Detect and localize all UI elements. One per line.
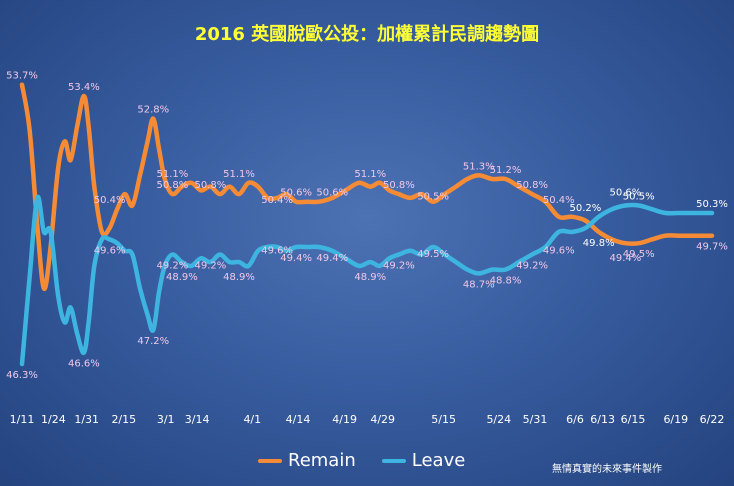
- data-label: 51.3%: [463, 161, 495, 172]
- x-tick-label: 5/24: [486, 413, 511, 426]
- data-label: 49.6%: [543, 245, 575, 256]
- data-label: 48.8%: [490, 276, 522, 287]
- data-label: 53.7%: [6, 71, 38, 82]
- x-tick-label: 3/1: [157, 413, 175, 426]
- data-label: 50.8%: [157, 180, 189, 191]
- data-label: 49.4%: [280, 253, 312, 264]
- data-label: 47.2%: [137, 336, 169, 347]
- x-tick-label: 2/15: [111, 413, 136, 426]
- data-label: 51.1%: [354, 169, 386, 180]
- x-tick-label: 4/1: [243, 413, 261, 426]
- data-label: 50.4%: [94, 195, 126, 206]
- data-label: 49.8%: [583, 238, 615, 249]
- data-label: 50.6%: [610, 188, 642, 199]
- data-label: 52.8%: [137, 105, 169, 116]
- data-label: 49.5%: [623, 249, 655, 260]
- legend-swatch-remain: [258, 458, 282, 463]
- data-label: 51.1%: [223, 169, 255, 180]
- data-label: 48.9%: [223, 272, 255, 283]
- x-tick-label: 4/29: [370, 413, 395, 426]
- data-label: 50.3%: [696, 199, 728, 210]
- x-tick-label: 6/22: [700, 413, 725, 426]
- x-tick-label: 3/14: [185, 413, 210, 426]
- data-label: 49.6%: [261, 245, 293, 256]
- data-label: 46.3%: [6, 370, 38, 381]
- x-tick-label: 1/11: [10, 413, 35, 426]
- data-label: 50.4%: [261, 195, 293, 206]
- legend-swatch-leave: [381, 458, 406, 463]
- data-label: 46.6%: [68, 359, 100, 370]
- data-label: 49.2%: [516, 261, 548, 272]
- x-tick-label: 5/15: [431, 413, 456, 426]
- x-tick-label: 6/13: [590, 413, 615, 426]
- x-tick-label: 5/31: [523, 413, 548, 426]
- data-label: 49.4%: [610, 253, 642, 264]
- legend-item-leave: Leave: [381, 450, 466, 471]
- data-label: 48.9%: [354, 272, 386, 283]
- series-line-remain: [19, 82, 715, 291]
- data-label: 53.4%: [68, 82, 100, 93]
- x-tick-label: 4/14: [286, 413, 311, 426]
- data-label: 49.2%: [195, 261, 227, 272]
- data-label: 50.5%: [623, 192, 655, 203]
- data-label: 50.4%: [543, 195, 575, 206]
- data-label: 50.2%: [570, 203, 602, 214]
- data-label: 49.5%: [417, 249, 449, 260]
- data-label: 48.7%: [463, 279, 495, 290]
- x-tick-label: 6/15: [621, 413, 646, 426]
- credit-text: 無情真實的未來事件製作: [552, 464, 662, 475]
- x-tick-label: 6/6: [566, 413, 584, 426]
- chart-title: 2016 英國脫歐公投：加權累計民調趨勢圖: [194, 24, 540, 45]
- data-label: 49.7%: [696, 242, 728, 253]
- x-tick-label: 1/31: [74, 413, 99, 426]
- data-label: 48.9%: [166, 272, 198, 283]
- data-label: 50.8%: [383, 180, 415, 191]
- data-label: 49.4%: [316, 253, 348, 264]
- data-label: 49.2%: [383, 261, 415, 272]
- data-label: 50.8%: [516, 180, 548, 191]
- data-label: 49.6%: [94, 245, 126, 256]
- data-label: 51.1%: [157, 169, 189, 180]
- data-label: 50.8%: [195, 180, 227, 191]
- data-label: 51.2%: [490, 165, 522, 176]
- legend-label-leave: Leave: [411, 450, 466, 471]
- data-label: 50.6%: [316, 188, 348, 199]
- legend-label-remain: Remain: [288, 450, 356, 471]
- data-label: 50.5%: [417, 192, 449, 203]
- x-tick-label: 1/24: [41, 413, 66, 426]
- data-label: 50.6%: [280, 188, 312, 199]
- x-tick-label: 6/19: [663, 413, 688, 426]
- data-label: 49.2%: [157, 261, 189, 272]
- legend-item-remain: Remain: [258, 450, 356, 471]
- chart-legend: Remain Leave: [258, 450, 465, 471]
- series-line-leave: [19, 194, 715, 367]
- x-tick-label: 4/19: [332, 413, 357, 426]
